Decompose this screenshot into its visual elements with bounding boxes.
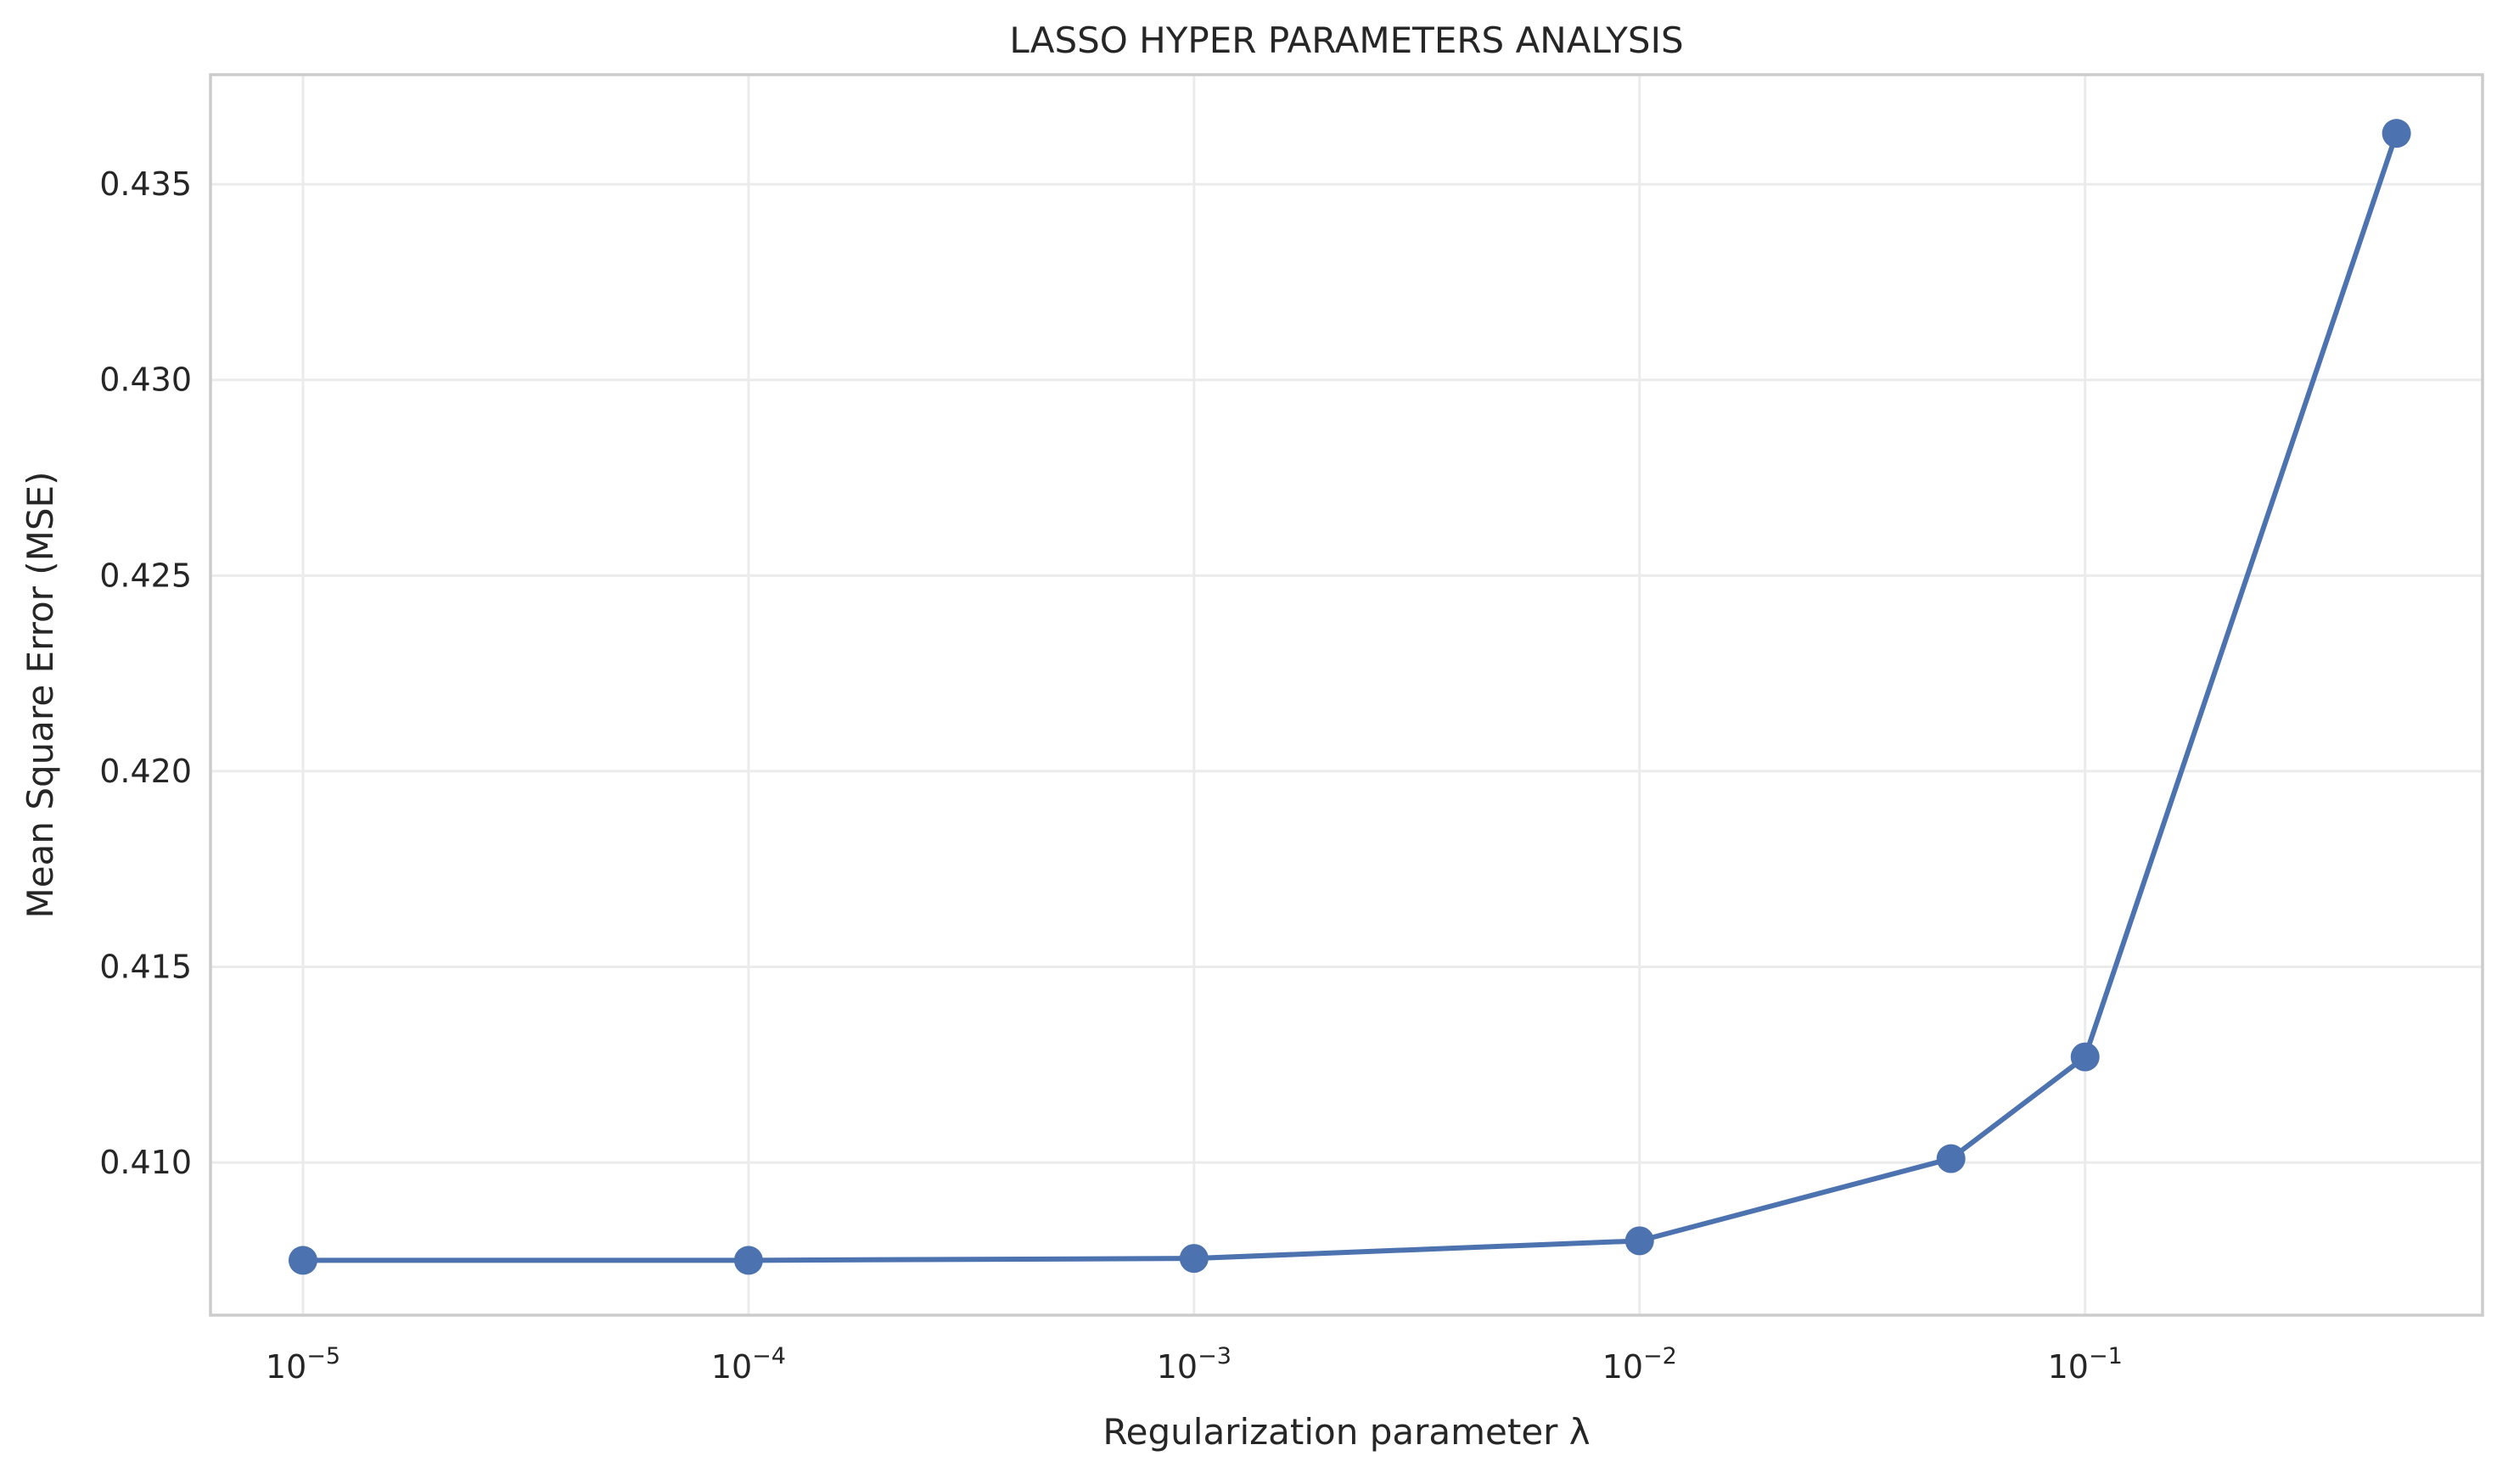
y-tick-label: 0.410 xyxy=(99,1144,192,1181)
data-point xyxy=(733,1246,763,1275)
y-tick-label: 0.420 xyxy=(99,753,192,790)
x-tick-label: 10−3 xyxy=(1157,1343,1232,1386)
plot-frame xyxy=(209,73,2484,1317)
y-tick-label: 0.435 xyxy=(99,165,192,203)
x-tick-labels: 10−5 10−4 10−3 10−2 10−1 xyxy=(266,1343,2123,1386)
x-tick-label: 10−4 xyxy=(711,1343,786,1386)
chart-title: LASSO HYPER PARAMETERS ANALYSIS xyxy=(1009,20,1683,61)
y-tick-label: 0.415 xyxy=(99,949,192,986)
x-axis-label: Regularization parameter λ xyxy=(1103,1411,1590,1453)
x-tick-label: 10−5 xyxy=(266,1343,340,1386)
grid xyxy=(210,75,2483,1315)
data-point xyxy=(2382,119,2411,148)
data-point xyxy=(2070,1042,2100,1072)
y-tick-label: 0.425 xyxy=(99,557,192,594)
plot-area xyxy=(210,75,2483,1315)
data-point xyxy=(1624,1226,1654,1256)
data-point xyxy=(288,1246,317,1275)
data-point xyxy=(1936,1144,1966,1173)
y-axis-label: Mean Square Error (MSE) xyxy=(20,472,61,919)
y-tick-label: 0.430 xyxy=(99,361,192,399)
series-layer xyxy=(288,119,2411,1275)
data-point xyxy=(1179,1244,1209,1274)
y-tick-labels: 0.410 0.415 0.420 0.425 0.430 0.435 xyxy=(99,165,192,1181)
x-tick-label: 10−2 xyxy=(1602,1343,1677,1386)
x-tick-label: 10−1 xyxy=(2048,1343,2123,1386)
